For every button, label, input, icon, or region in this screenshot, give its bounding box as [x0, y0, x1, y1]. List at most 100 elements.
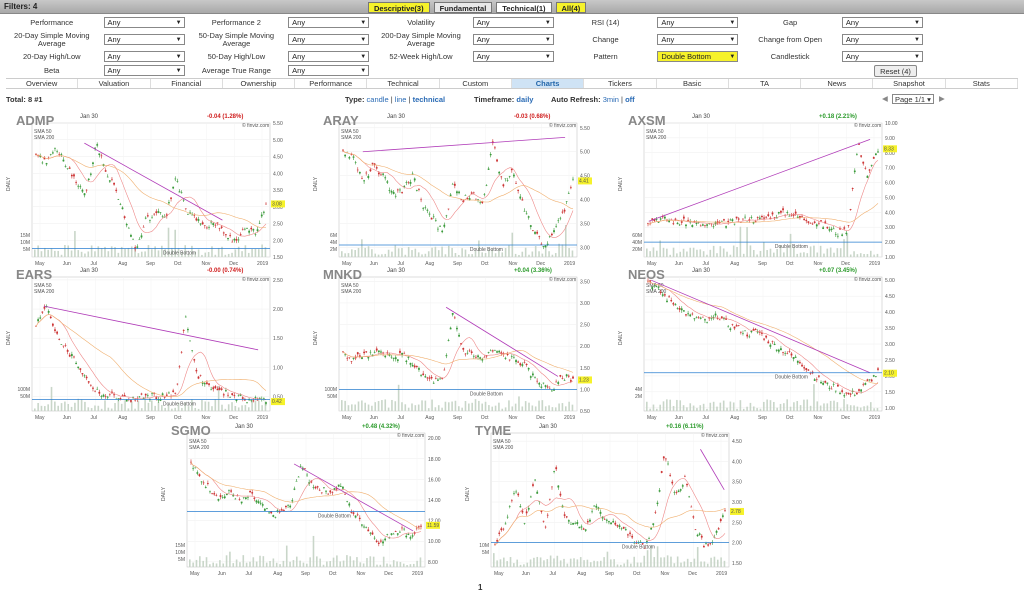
- chart-options-bar: Total: 8 #1 Type: candle | line | techni…: [6, 94, 1018, 105]
- chart-ticker[interactable]: MNKD: [323, 267, 362, 282]
- prev-page-icon[interactable]: ◀: [882, 94, 888, 103]
- view-tab-ta[interactable]: TA: [729, 79, 802, 88]
- candle-body: [453, 183, 456, 186]
- filter-select[interactable]: Any: [103, 51, 185, 62]
- x-tick-label: Jul: [703, 261, 709, 267]
- filter-select[interactable]: Any: [841, 34, 923, 45]
- candle-body: [125, 224, 128, 226]
- chart-ticker[interactable]: SGMO: [171, 423, 211, 438]
- view-tab-ownership[interactable]: Ownership: [223, 79, 296, 88]
- candle-body: [805, 220, 808, 222]
- volume-bar: [120, 246, 123, 257]
- filter-select[interactable]: Any: [841, 17, 923, 28]
- filter-select[interactable]: Any: [472, 51, 554, 62]
- volume-tick-label: 6M: [330, 233, 337, 239]
- chart-ticker[interactable]: NEOS: [628, 267, 665, 282]
- candle-body: [690, 506, 693, 508]
- next-page-icon[interactable]: ▶: [939, 94, 945, 103]
- type-technical-link[interactable]: technical: [412, 95, 446, 104]
- volume-bar: [709, 249, 712, 257]
- chart-ticker[interactable]: EARS: [16, 267, 53, 282]
- filter-select[interactable]: Any: [657, 17, 739, 28]
- filter-select[interactable]: Any: [288, 34, 370, 45]
- view-tab-valuation[interactable]: Valuation: [78, 79, 151, 88]
- filter-select[interactable]: Any: [657, 34, 739, 45]
- stock-chart-ears[interactable]: 2.50 2.00 1.50 1.00 0.50 May Jun Jul Aug Sep Oct No…: [2, 265, 287, 425]
- chart-ticker[interactable]: AXSM: [628, 113, 666, 128]
- filter-cell: Beta Any: [0, 64, 185, 77]
- view-tab-technical[interactable]: Technical: [367, 79, 440, 88]
- volume-bar: [37, 245, 39, 257]
- view-tab-news[interactable]: News: [801, 79, 874, 88]
- tab-all[interactable]: All(4): [555, 2, 587, 13]
- chart-ticker[interactable]: TYME: [475, 423, 512, 438]
- filter-select[interactable]: Any: [841, 51, 923, 62]
- refresh-3min-link[interactable]: 3min: [602, 95, 619, 104]
- x-tick-label: Aug: [730, 415, 739, 421]
- candle-body: [312, 487, 315, 488]
- type-candle-link[interactable]: candle: [366, 95, 389, 104]
- candle-body: [544, 245, 547, 248]
- candle-body: [679, 489, 682, 491]
- view-tab-overview[interactable]: Overview: [6, 79, 79, 88]
- candle-body: [782, 352, 784, 353]
- volume-bar: [292, 560, 295, 567]
- volume-bar: [377, 254, 380, 257]
- candle-body: [41, 162, 44, 164]
- volume-bar: [214, 399, 217, 411]
- tab-fundamental[interactable]: Fundamental: [433, 2, 493, 13]
- tab-technical[interactable]: Technical(1): [496, 2, 552, 13]
- refresh-off-link[interactable]: off: [625, 95, 635, 104]
- timeframe-daily-link[interactable]: daily: [516, 95, 534, 104]
- chart-ticker[interactable]: ARAY: [323, 113, 359, 128]
- resistance-trendline: [445, 306, 559, 377]
- resistance-trendline: [43, 305, 259, 351]
- volume-bar: [696, 547, 699, 567]
- tab-descriptive[interactable]: Descriptive(3): [368, 2, 430, 13]
- type-line-link[interactable]: line: [394, 95, 407, 104]
- stock-chart-mnkd[interactable]: 3.50 3.00 2.50 2.00 1.50 1.00 0.50 May Jun Jul Aug…: [309, 265, 594, 425]
- candle-body: [538, 382, 541, 385]
- page-select[interactable]: Page 1/1 ▾: [892, 94, 934, 104]
- filter-select[interactable]: Any: [103, 34, 185, 45]
- filter-select[interactable]: Any: [472, 17, 554, 28]
- candle-body: [540, 510, 543, 512]
- candle-body: [555, 467, 558, 470]
- filter-select[interactable]: Any: [103, 65, 185, 76]
- chart-change: -0.00 (0.74%): [207, 268, 244, 274]
- candle-body: [258, 222, 261, 224]
- stock-chart-sgmo[interactable]: 20.00 18.00 16.00 14.00 12.00 10.00 8.00 May Jun…: [157, 421, 442, 581]
- filter-select[interactable]: Any: [472, 34, 554, 45]
- candle-body: [212, 387, 215, 390]
- candle-body: [794, 211, 797, 214]
- chart-ticker[interactable]: ADMP: [16, 113, 55, 128]
- filter-select[interactable]: Any: [288, 17, 370, 28]
- pagination[interactable]: 1: [478, 583, 483, 592]
- x-tick-label: May: [494, 571, 504, 577]
- filter-select[interactable]: Any: [288, 51, 370, 62]
- filter-select[interactable]: Any: [103, 17, 185, 28]
- stock-chart-axsm[interactable]: 10.00 9.00 8.00 7.00 6.00 5.00 4.00 3.00 2.00 1.0…: [614, 111, 899, 271]
- filter-select[interactable]: Double Bottom: [657, 51, 739, 62]
- candle-body: [318, 489, 321, 491]
- view-tab-tickers[interactable]: Tickers: [584, 79, 657, 88]
- stock-chart-aray[interactable]: 5.50 5.00 4.50 4.00 3.50 3.00 May Jun Jul Aug Sep O…: [309, 111, 594, 271]
- stock-chart-tyme[interactable]: 4.50 4.00 3.50 3.00 2.50 2.00 1.50 May Jun Jul Aug…: [461, 421, 746, 581]
- view-tab-basic[interactable]: Basic: [657, 79, 729, 88]
- view-tab-snapshot[interactable]: Snapshot: [873, 79, 946, 88]
- stock-chart-neos[interactable]: 5.00 4.50 4.00 3.50 3.00 2.50 2.00 1.50 1.00 May J…: [614, 265, 899, 425]
- candle-body: [401, 527, 403, 529]
- y-tick-label: 16.00: [428, 477, 441, 483]
- candle-body: [54, 148, 56, 149]
- stock-chart-admp[interactable]: 5.50 5.00 4.50 4.00 3.50 3.00 2.50 2.00 1.50 May J…: [2, 111, 287, 271]
- view-tab-performance[interactable]: Performance: [295, 79, 368, 88]
- filter-select[interactable]: Any: [288, 65, 370, 76]
- view-tab-charts[interactable]: Charts: [511, 79, 585, 88]
- candle-body: [390, 533, 393, 535]
- candle-body: [824, 380, 827, 383]
- candle-body: [651, 287, 654, 289]
- view-tab-custom[interactable]: Custom: [440, 79, 512, 88]
- view-tab-stats[interactable]: Stats: [946, 79, 1018, 88]
- view-tab-financial[interactable]: Financial: [151, 79, 223, 88]
- reset-filters-button[interactable]: Reset (4): [874, 65, 917, 77]
